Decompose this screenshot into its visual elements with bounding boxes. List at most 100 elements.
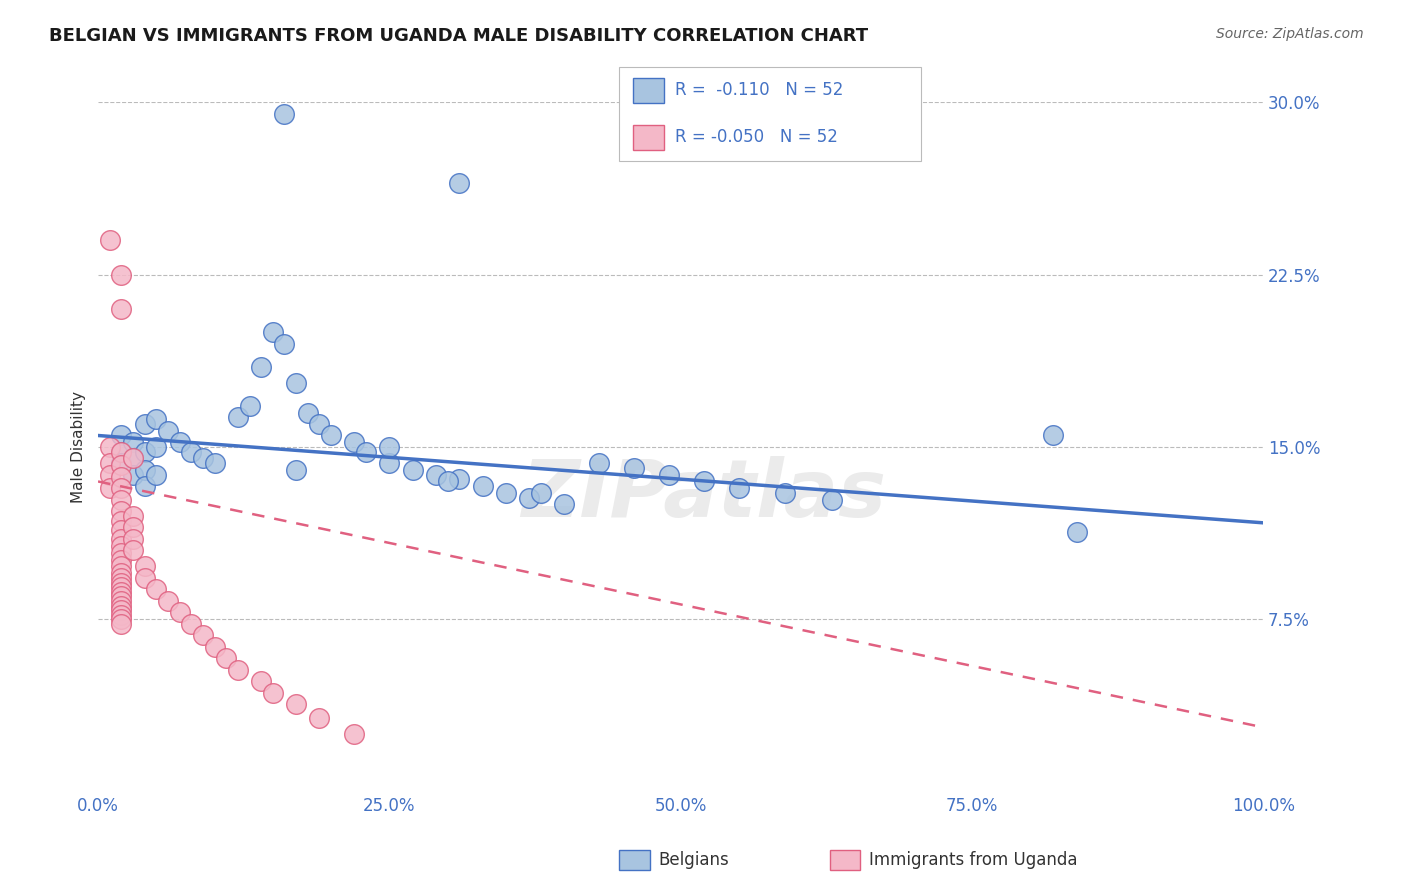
Point	[134, 559, 156, 574]
Point	[273, 107, 295, 121]
Point	[98, 481, 121, 495]
Point	[110, 546, 132, 560]
Point	[319, 428, 342, 442]
Point	[425, 467, 447, 482]
Point	[134, 417, 156, 431]
Point	[250, 674, 273, 689]
Point	[110, 268, 132, 282]
Point	[285, 463, 308, 477]
Point	[215, 651, 238, 665]
Point	[156, 594, 179, 608]
Point	[273, 336, 295, 351]
Point	[191, 628, 214, 642]
Point	[436, 475, 458, 489]
Point	[110, 590, 132, 604]
Point	[110, 470, 132, 484]
Point	[285, 698, 308, 712]
Point	[98, 440, 121, 454]
Point	[308, 711, 330, 725]
Text: BELGIAN VS IMMIGRANTS FROM UGANDA MALE DISABILITY CORRELATION CHART: BELGIAN VS IMMIGRANTS FROM UGANDA MALE D…	[49, 27, 869, 45]
Point	[110, 504, 132, 518]
Point	[110, 456, 132, 470]
Point	[110, 514, 132, 528]
Point	[122, 467, 145, 482]
Point	[226, 663, 249, 677]
Point	[297, 405, 319, 419]
Point	[134, 571, 156, 585]
Point	[658, 467, 681, 482]
Point	[775, 486, 797, 500]
Point	[343, 727, 366, 741]
Point	[378, 456, 401, 470]
Point	[553, 498, 575, 512]
Point	[110, 302, 132, 317]
Text: R = -0.050   N = 52: R = -0.050 N = 52	[675, 128, 838, 146]
Point	[378, 440, 401, 454]
Point	[110, 523, 132, 537]
Point	[693, 475, 716, 489]
Point	[98, 233, 121, 247]
Y-axis label: Male Disability: Male Disability	[72, 391, 86, 503]
Text: ZIPatlas: ZIPatlas	[522, 456, 886, 534]
Point	[145, 582, 167, 597]
Point	[122, 451, 145, 466]
Point	[110, 428, 132, 442]
Point	[110, 458, 132, 473]
Point	[134, 479, 156, 493]
Point	[204, 456, 226, 470]
Point	[204, 640, 226, 654]
Point	[110, 566, 132, 581]
Point	[728, 481, 751, 495]
Point	[110, 492, 132, 507]
Point	[343, 435, 366, 450]
Point	[180, 616, 202, 631]
Point	[821, 492, 844, 507]
Point	[588, 456, 610, 470]
Point	[180, 444, 202, 458]
Point	[110, 594, 132, 608]
Point	[449, 176, 471, 190]
Text: Immigrants from Uganda: Immigrants from Uganda	[869, 851, 1077, 869]
Point	[122, 451, 145, 466]
Point	[471, 479, 494, 493]
Point	[401, 463, 423, 477]
Point	[145, 440, 167, 454]
Point	[110, 444, 132, 458]
Point	[285, 376, 308, 390]
Point	[354, 444, 377, 458]
Point	[495, 486, 517, 500]
Point	[191, 451, 214, 466]
Point	[110, 612, 132, 626]
Point	[250, 359, 273, 374]
Point	[262, 325, 284, 339]
Point	[110, 575, 132, 590]
Point	[308, 417, 330, 431]
Point	[134, 463, 156, 477]
Point	[98, 456, 121, 470]
Point	[156, 424, 179, 438]
Point	[110, 616, 132, 631]
Point	[110, 584, 132, 599]
Point	[449, 472, 471, 486]
Point	[145, 412, 167, 426]
Point	[1066, 524, 1088, 539]
Point	[238, 399, 260, 413]
Point	[262, 686, 284, 700]
Point	[122, 508, 145, 523]
Point	[169, 435, 191, 450]
Point	[110, 580, 132, 594]
Point	[134, 444, 156, 458]
Point	[110, 444, 132, 458]
Point	[226, 410, 249, 425]
Point	[110, 552, 132, 566]
Point	[110, 599, 132, 613]
Point	[110, 539, 132, 553]
Point	[110, 559, 132, 574]
Point	[530, 486, 553, 500]
Point	[623, 460, 645, 475]
Point	[1042, 428, 1064, 442]
Point	[98, 467, 121, 482]
Point	[110, 571, 132, 585]
Point	[517, 491, 540, 505]
Point	[110, 481, 132, 495]
